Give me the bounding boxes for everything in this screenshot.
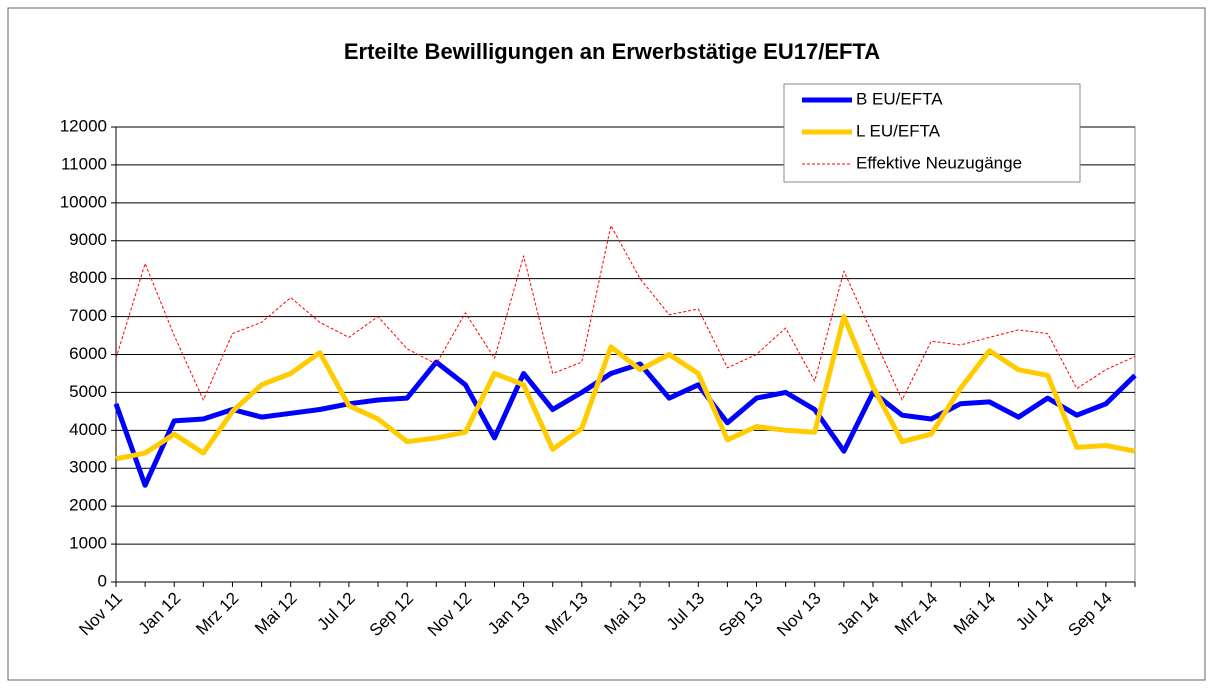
y-tick-label: 8000 xyxy=(69,268,107,287)
y-tick-label: 10000 xyxy=(60,192,107,211)
y-tick-label: 12000 xyxy=(60,116,107,135)
series-line xyxy=(113,359,1137,488)
y-tick-label: 1000 xyxy=(69,534,107,553)
y-tick-label: 4000 xyxy=(69,420,107,439)
y-tick-label: 6000 xyxy=(69,344,107,363)
chart-title: Erteilte Bewilligungen an Erwerbstätige … xyxy=(344,39,880,64)
y-tick-label: 2000 xyxy=(69,496,107,515)
y-tick-label: 0 xyxy=(98,571,107,590)
series-line xyxy=(115,314,1136,462)
legend-label: B EU/EFTA xyxy=(856,89,943,108)
y-tick-label: 5000 xyxy=(69,382,107,401)
y-tick-label: 9000 xyxy=(69,230,107,249)
y-tick-label: 11000 xyxy=(61,154,107,173)
y-tick-label: 7000 xyxy=(69,306,107,325)
legend-label: L EU/EFTA xyxy=(856,121,941,140)
series-line xyxy=(115,225,1136,401)
y-tick-label: 3000 xyxy=(69,458,107,477)
legend-label: Effektive Neuzugänge xyxy=(856,153,1022,172)
